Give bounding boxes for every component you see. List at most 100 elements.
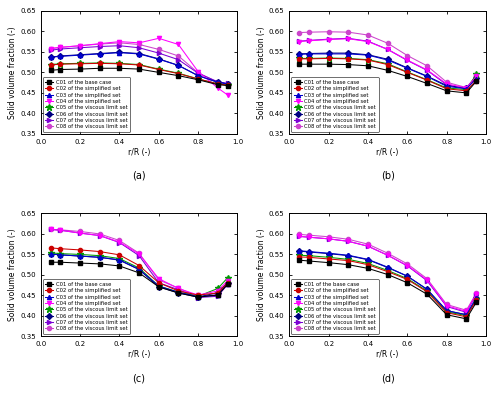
Line: C06 of the viscous limit set: C06 of the viscous limit set bbox=[48, 50, 230, 86]
Line: C02 of the simplified set: C02 of the simplified set bbox=[297, 255, 478, 319]
C03 of the simplified set bbox=[77, 53, 83, 57]
C05 of the viscous limit set bbox=[346, 257, 352, 262]
C02 of the simplified set bbox=[404, 277, 410, 282]
C06 of the viscous limit set bbox=[77, 254, 83, 259]
C08 of the viscous limit set bbox=[77, 229, 83, 234]
C04 of the simplified set bbox=[306, 235, 312, 240]
C02 of the simplified set bbox=[176, 71, 182, 76]
C08 of the viscous limit set bbox=[424, 276, 430, 281]
C07 of the viscous limit set bbox=[473, 293, 479, 297]
C04 of the simplified set bbox=[424, 68, 430, 72]
C04 of the simplified set bbox=[424, 278, 430, 282]
Line: C01 of the base case: C01 of the base case bbox=[48, 66, 230, 88]
C06 of the viscous limit set bbox=[48, 55, 54, 59]
Line: C08 of the viscous limit set: C08 of the viscous limit set bbox=[297, 30, 478, 89]
C07 of the viscous limit set bbox=[306, 235, 312, 240]
X-axis label: r/R (-): r/R (-) bbox=[376, 148, 399, 156]
C05 of the viscous limit set bbox=[384, 61, 390, 66]
C03 of the simplified set bbox=[136, 51, 142, 56]
C03 of the simplified set bbox=[77, 254, 83, 259]
C05 of the viscous limit set bbox=[473, 72, 479, 77]
C07 of the viscous limit set bbox=[136, 46, 142, 50]
C02 of the simplified set bbox=[215, 82, 221, 86]
C07 of the viscous limit set bbox=[156, 280, 162, 285]
C05 of the viscous limit set bbox=[116, 256, 122, 261]
C04 of the simplified set bbox=[473, 292, 479, 297]
C06 of the viscous limit set bbox=[296, 51, 302, 56]
C05 of the viscous limit set bbox=[215, 82, 221, 86]
C02 of the simplified set bbox=[96, 249, 102, 254]
C03 of the simplified set bbox=[444, 308, 450, 313]
C07 of the viscous limit set bbox=[365, 39, 371, 44]
C08 of the viscous limit set bbox=[365, 242, 371, 247]
C04 of the simplified set bbox=[96, 41, 102, 46]
C08 of the viscous limit set bbox=[326, 234, 332, 239]
Line: C04 of the simplified set: C04 of the simplified set bbox=[48, 36, 230, 97]
C01 of the base case bbox=[48, 68, 54, 73]
C02 of the simplified set bbox=[77, 248, 83, 252]
C03 of the simplified set bbox=[464, 86, 469, 91]
C01 of the base case bbox=[365, 63, 371, 68]
C04 of the simplified set bbox=[384, 47, 390, 52]
C07 of the viscous limit set bbox=[58, 228, 64, 232]
C01 of the base case bbox=[116, 264, 122, 268]
C02 of the simplified set bbox=[326, 56, 332, 61]
C04 of the simplified set bbox=[195, 69, 201, 74]
C05 of the viscous limit set bbox=[404, 70, 410, 74]
Text: (d): (d) bbox=[381, 373, 394, 383]
C08 of the viscous limit set bbox=[48, 227, 54, 232]
C04 of the simplified set bbox=[77, 231, 83, 236]
C04 of the simplified set bbox=[306, 38, 312, 43]
C01 of the base case bbox=[96, 66, 102, 70]
C06 of the viscous limit set bbox=[215, 290, 221, 295]
C02 of the simplified set bbox=[195, 293, 201, 297]
C03 of the simplified set bbox=[215, 293, 221, 297]
C01 of the base case bbox=[116, 66, 122, 70]
C06 of the viscous limit set bbox=[444, 83, 450, 88]
C07 of the viscous limit set bbox=[58, 47, 64, 51]
Line: C07 of the viscous limit set: C07 of the viscous limit set bbox=[297, 36, 478, 91]
C03 of the simplified set bbox=[296, 52, 302, 57]
C02 of the simplified set bbox=[404, 70, 410, 75]
C04 of the simplified set bbox=[77, 43, 83, 48]
C02 of the simplified set bbox=[365, 262, 371, 267]
Line: C01 of the base case: C01 of the base case bbox=[297, 258, 478, 321]
C01 of the base case bbox=[77, 67, 83, 71]
C06 of the viscous limit set bbox=[404, 274, 410, 278]
C07 of the viscous limit set bbox=[365, 244, 371, 249]
C08 of the viscous limit set bbox=[404, 53, 410, 58]
C08 of the viscous limit set bbox=[215, 292, 221, 297]
C07 of the viscous limit set bbox=[116, 240, 122, 245]
C07 of the viscous limit set bbox=[77, 231, 83, 236]
C04 of the simplified set bbox=[224, 278, 230, 283]
Line: C04 of the simplified set: C04 of the simplified set bbox=[48, 227, 230, 297]
C08 of the viscous limit set bbox=[96, 232, 102, 236]
C02 of the simplified set bbox=[424, 78, 430, 82]
C05 of the viscous limit set bbox=[136, 62, 142, 67]
C05 of the viscous limit set bbox=[326, 255, 332, 260]
C08 of the viscous limit set bbox=[384, 41, 390, 46]
C02 of the simplified set bbox=[116, 61, 122, 66]
C08 of the viscous limit set bbox=[116, 40, 122, 45]
C04 of the simplified set bbox=[48, 46, 54, 51]
Y-axis label: Solid volume fraction (-): Solid volume fraction (-) bbox=[257, 228, 266, 321]
C02 of the simplified set bbox=[464, 88, 469, 93]
C05 of the viscous limit set bbox=[48, 62, 54, 67]
C04 of the simplified set bbox=[215, 86, 221, 90]
C03 of the simplified set bbox=[156, 284, 162, 288]
C04 of the simplified set bbox=[444, 82, 450, 86]
C08 of the viscous limit set bbox=[48, 46, 54, 51]
C02 of the simplified set bbox=[215, 291, 221, 295]
C01 of the base case bbox=[136, 67, 142, 71]
C07 of the viscous limit set bbox=[326, 236, 332, 241]
C02 of the simplified set bbox=[346, 57, 352, 61]
C08 of the viscous limit set bbox=[365, 32, 371, 37]
Line: C06 of the viscous limit set: C06 of the viscous limit set bbox=[297, 51, 478, 90]
C02 of the simplified set bbox=[473, 298, 479, 303]
Legend: C01 of the base case, C02 of the simplified set, C03 of the simplified set, C04 : C01 of the base case, C02 of the simplif… bbox=[292, 279, 378, 334]
C07 of the viscous limit set bbox=[48, 227, 54, 232]
C07 of the viscous limit set bbox=[346, 36, 352, 41]
C01 of the base case bbox=[404, 74, 410, 79]
C04 of the simplified set bbox=[296, 39, 302, 44]
C07 of the viscous limit set bbox=[96, 44, 102, 49]
